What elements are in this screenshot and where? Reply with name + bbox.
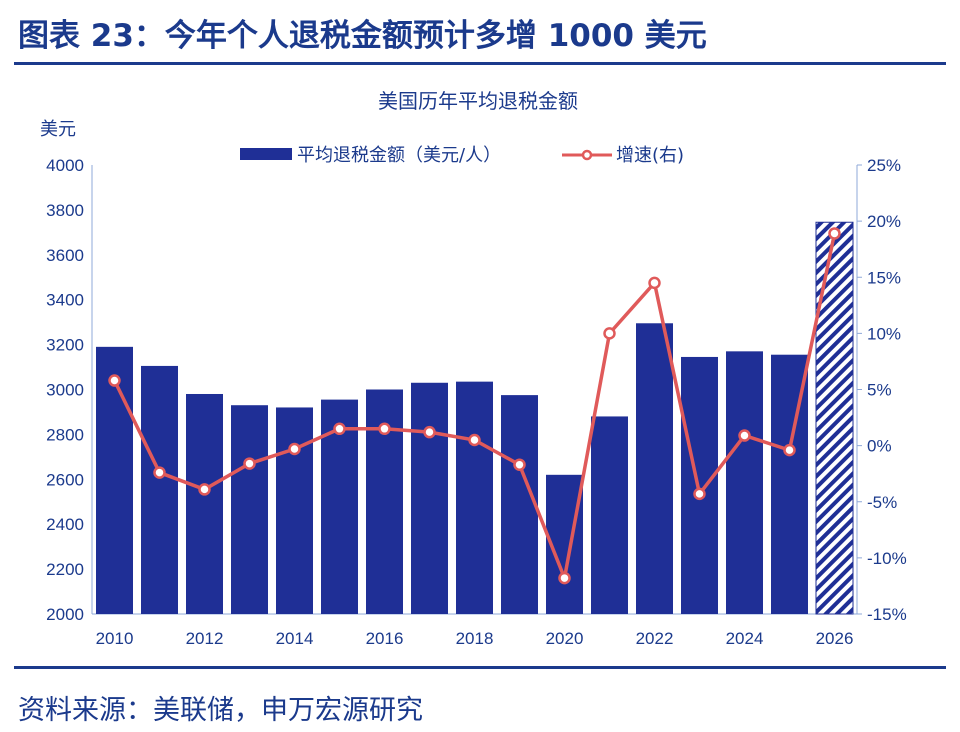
x-tick-label: 2026: [816, 629, 854, 648]
growth-point-2015: [333, 422, 346, 436]
bar-2021: [591, 416, 628, 614]
growth-point-2023: [693, 487, 706, 501]
left-tick-label: 3800: [46, 201, 84, 220]
right-tick-label: 20%: [867, 212, 901, 231]
x-tick-label: 2012: [186, 629, 224, 648]
right-tick-label: 15%: [867, 268, 901, 287]
growth-point-2013: [243, 457, 256, 470]
growth-point-2026: [828, 227, 841, 240]
bar-2012: [186, 393, 223, 614]
bar-2010: [96, 346, 133, 614]
left-tick-label: 3600: [46, 246, 84, 265]
x-tick-label: 2024: [726, 629, 764, 648]
right-tick-label: -10%: [867, 549, 907, 568]
right-tick-label: -5%: [867, 493, 897, 512]
growth-point-2014: [288, 442, 301, 456]
growth-point-2019: [513, 458, 526, 471]
x-tick-label: 2010: [96, 629, 134, 648]
legend-line-marker: [581, 149, 593, 161]
bottom-divider: [14, 666, 946, 669]
left-axis-label: 美元: [40, 119, 76, 140]
figure-title: 图表 23：今年个人退税金额预计多增 1000 美元: [18, 18, 707, 54]
bar-2017: [411, 382, 448, 614]
bar-2018: [456, 381, 493, 614]
legend-bar-label: 平均退税金额（美元/人）: [297, 145, 501, 166]
x-tick-label: 2020: [546, 629, 584, 648]
bar-2011: [141, 365, 178, 614]
growth-point-2017: [423, 425, 436, 439]
growth-point-2025: [783, 443, 796, 457]
growth-point-2016: [378, 422, 391, 436]
growth-point-2022: [648, 276, 661, 290]
top-divider: [14, 62, 946, 65]
chart-title: 美国历年平均退税金额: [378, 89, 578, 113]
right-tick-label: 0%: [867, 437, 892, 456]
left-tick-label: 2800: [46, 425, 84, 444]
bar-2023: [681, 356, 718, 614]
bar-2013: [231, 405, 268, 614]
right-tick-label: 25%: [867, 156, 901, 175]
x-tick-label: 2018: [456, 629, 494, 648]
growth-point-2010: [108, 374, 121, 387]
legend-bar-swatch: [240, 148, 292, 160]
left-tick-label: 3200: [46, 336, 84, 355]
bar-2026: [815, 221, 854, 615]
legend-line-label: 增速(右): [616, 145, 684, 166]
bar-2024: [726, 351, 763, 614]
x-tick-label: 2016: [366, 629, 404, 648]
x-tick-label: 2022: [636, 629, 674, 648]
left-tick-label: 2000: [46, 605, 84, 624]
bar-2019: [501, 395, 538, 614]
right-tick-label: 5%: [867, 381, 892, 400]
right-tick-label: 10%: [867, 324, 901, 343]
growth-point-2020: [558, 571, 571, 585]
left-tick-label: 4000: [46, 156, 84, 175]
growth-point-2011: [153, 466, 166, 479]
left-tick-label: 2600: [46, 470, 84, 489]
growth-point-2018: [468, 433, 481, 447]
growth-point-2021: [603, 327, 616, 340]
x-tick-label: 2014: [276, 629, 314, 648]
bar-2022: [636, 323, 673, 614]
left-tick-label: 3400: [46, 291, 84, 310]
source-note: 资料来源：美联储，申万宏源研究: [18, 695, 423, 726]
growth-point-2024: [738, 429, 751, 442]
left-tick-label: 2400: [46, 515, 84, 534]
growth-point-2012: [198, 483, 211, 496]
left-tick-label: 2200: [46, 560, 84, 579]
left-tick-label: 3000: [46, 381, 84, 400]
right-tick-label: -15%: [867, 605, 907, 624]
legend: 平均退税金额（美元/人） 增速(右): [240, 145, 684, 166]
bar-2014: [276, 407, 313, 614]
